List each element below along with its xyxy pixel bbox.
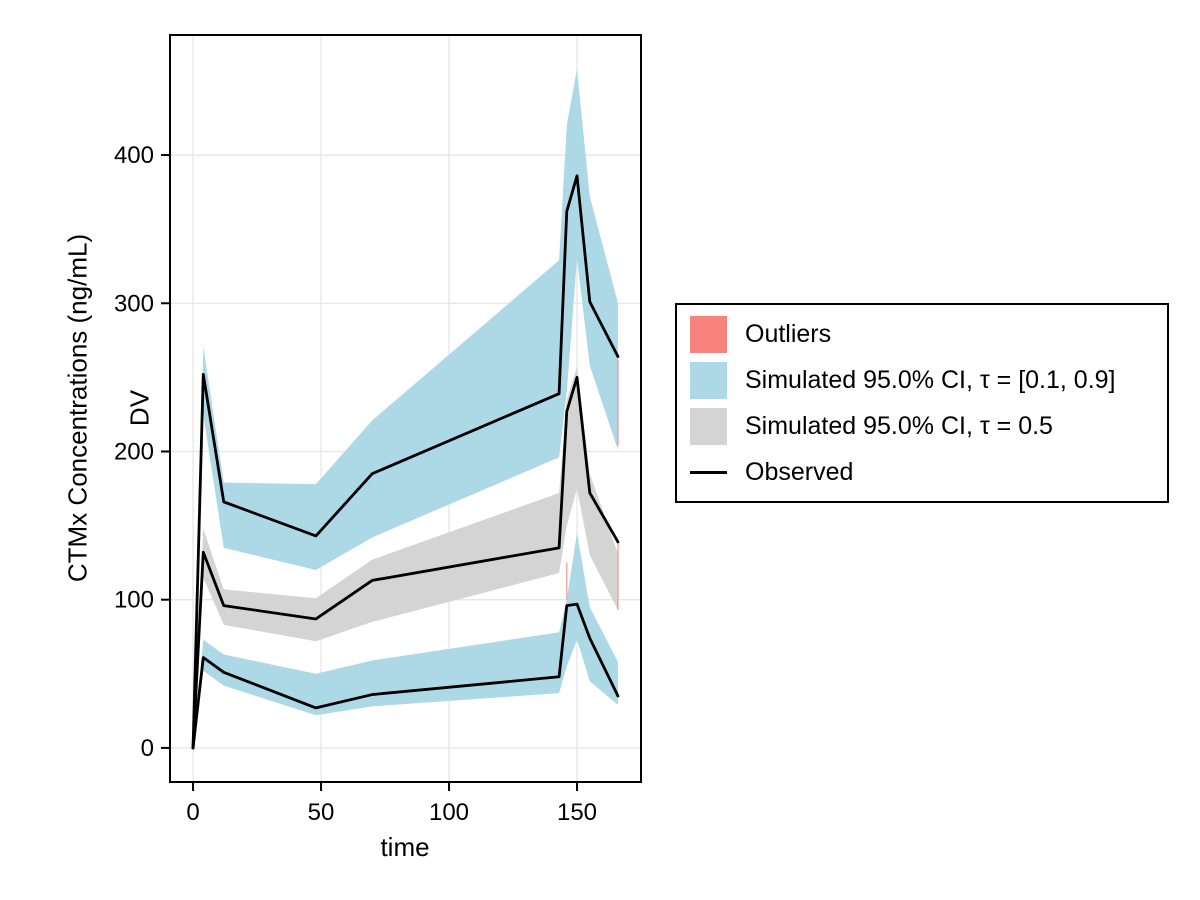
y-axis-label-units: CTMx Concentrations (ng/mL) xyxy=(62,233,93,583)
ci-band xyxy=(193,69,618,748)
legend-box: Outliers Simulated 95.0% CI, τ = [0.1, 0… xyxy=(675,303,1169,503)
x-tick-label: 0 xyxy=(186,799,199,826)
legend-label-observed: Observed xyxy=(745,457,854,486)
y-tick-label: 100 xyxy=(114,587,154,614)
observed-line xyxy=(191,602,620,750)
observed-line-swatch xyxy=(690,470,727,474)
legend-label-ci-median: Simulated 95.0% CI, τ = 0.5 xyxy=(745,411,1053,440)
y-tick-label: 0 xyxy=(141,735,154,762)
legend-label-outliers: Outliers xyxy=(745,319,832,348)
y-tick-label: 400 xyxy=(114,142,154,169)
outliers-swatch xyxy=(690,315,727,353)
legend-item-ci-median: Simulated 95.0% CI, τ = 0.5 xyxy=(677,404,1167,448)
legend-label-ci-outer: Simulated 95.0% CI, τ = [0.1, 0.9] xyxy=(745,365,1116,394)
y-axis-label-dv: DV xyxy=(124,389,155,427)
ci-band xyxy=(193,533,618,748)
x-tick-label: 100 xyxy=(429,799,469,826)
x-tick-label: 150 xyxy=(557,799,597,826)
observed-line xyxy=(191,375,620,750)
observed-line xyxy=(191,174,620,750)
legend-item-outliers: Outliers xyxy=(677,312,1167,356)
legend-item-ci-outer: Simulated 95.0% CI, τ = [0.1, 0.9] xyxy=(677,358,1167,402)
x-tick-label: 50 xyxy=(308,799,335,826)
ci-outer-swatch xyxy=(690,361,727,399)
ci-median-swatch xyxy=(690,407,727,445)
plot-border xyxy=(169,34,642,783)
legend-item-observed: Observed xyxy=(677,450,1167,494)
y-tick-label: 200 xyxy=(114,438,154,465)
ci-band xyxy=(193,367,618,748)
x-axis-label: time xyxy=(380,832,430,862)
y-tick-label: 300 xyxy=(114,290,154,317)
